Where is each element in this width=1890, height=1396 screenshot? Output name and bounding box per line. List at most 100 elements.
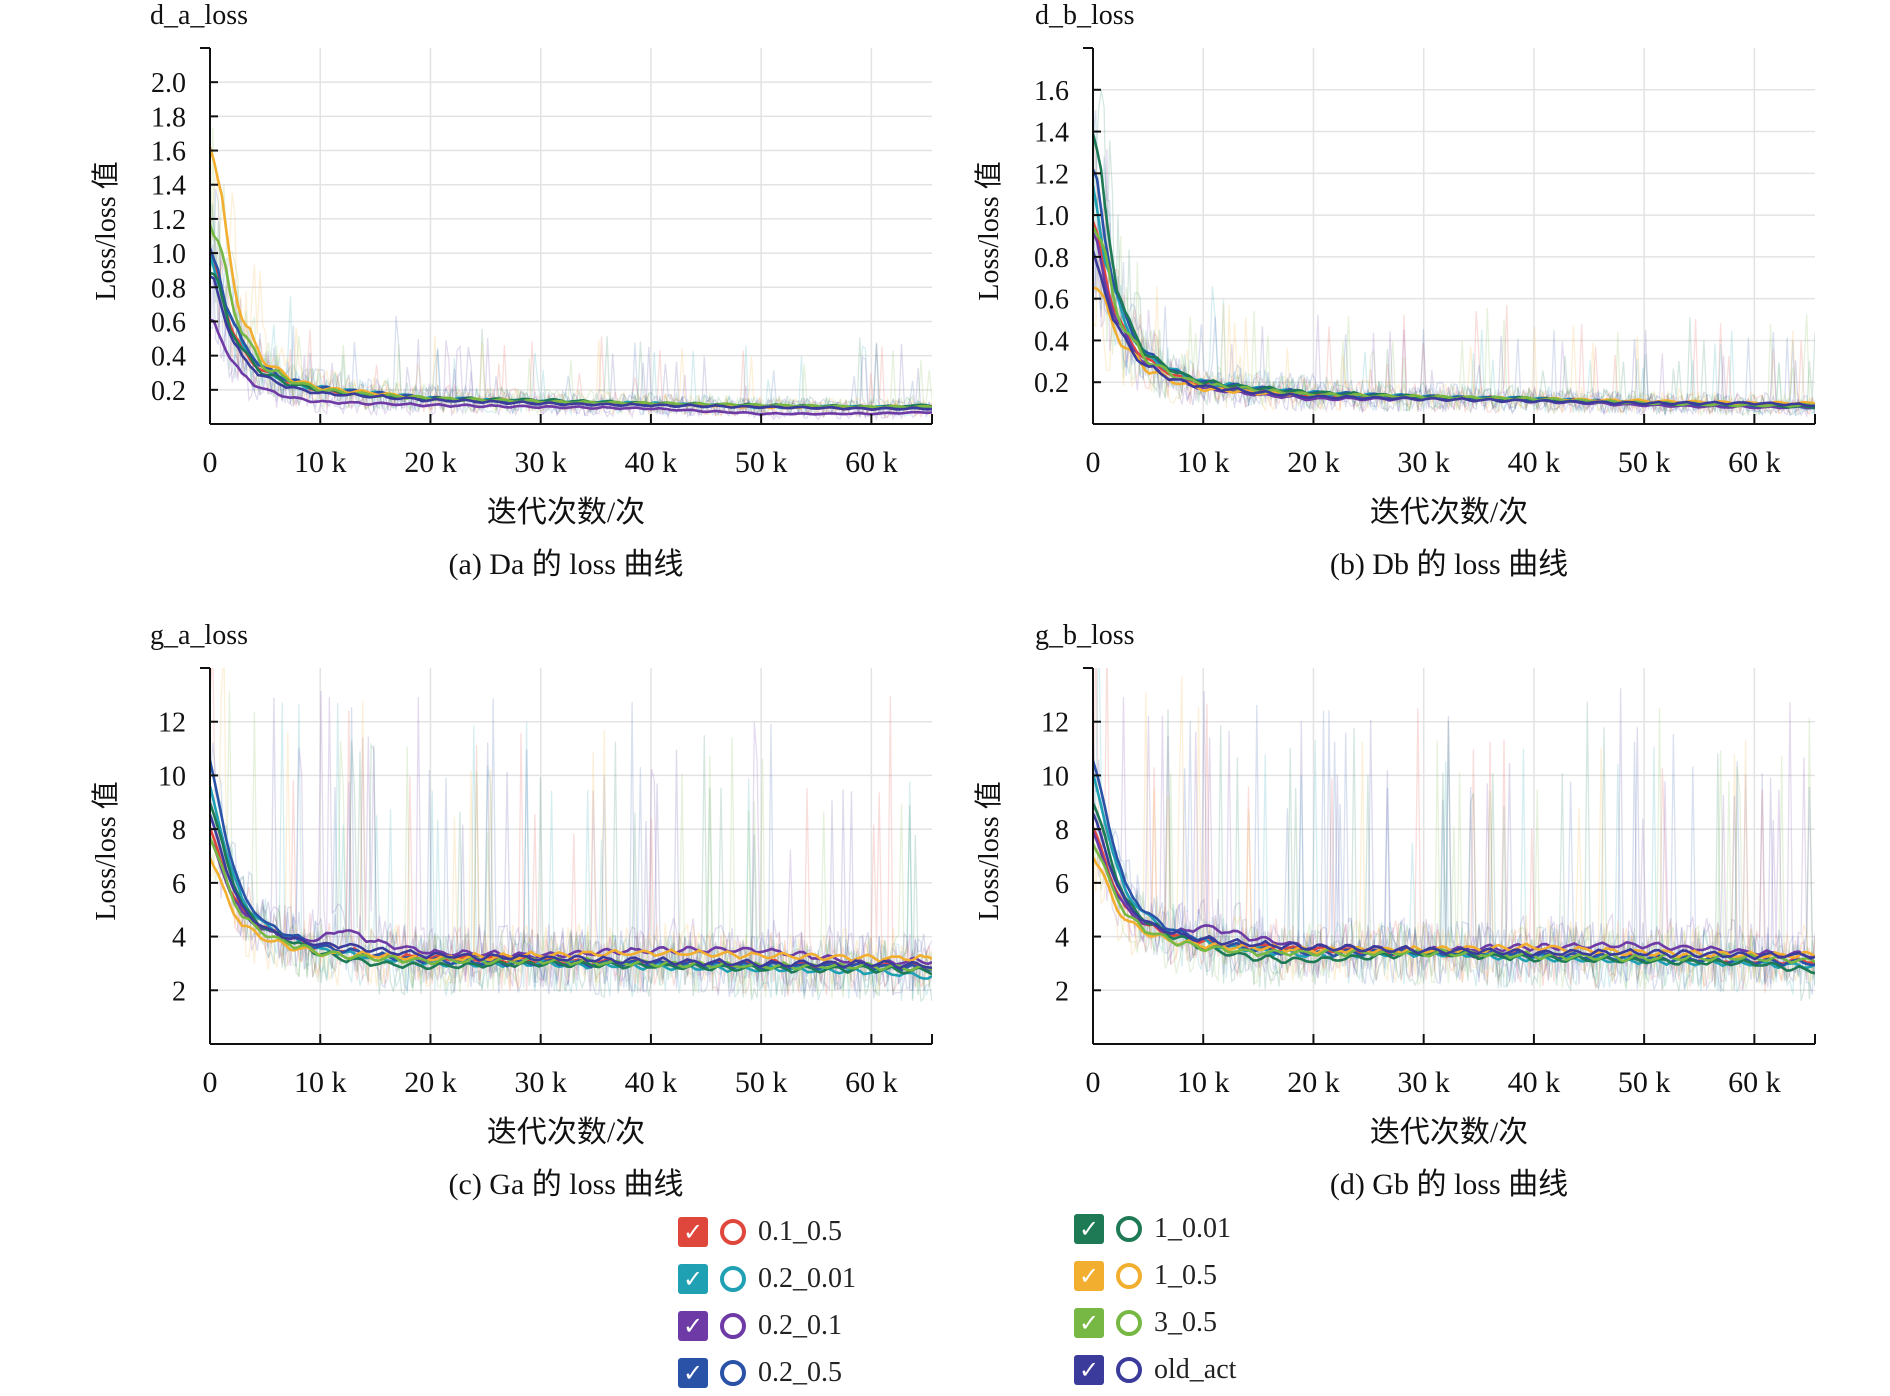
y-tick-label: 1.6	[151, 137, 186, 168]
y-tick-label: 1.6	[1034, 76, 1069, 107]
y-tick-label: 6	[1055, 869, 1069, 900]
series-line-old_act	[210, 275, 932, 412]
y-tick-label: 4	[1055, 923, 1069, 954]
x-axis-label: 迭代次数/次	[1370, 496, 1528, 529]
legend-item-0.2_0.1[interactable]: ✓ 0.2_0.1	[678, 1302, 856, 1349]
raw-trace-0.2_0.01	[1093, 73, 1815, 417]
check-icon[interactable]: ✓	[678, 1216, 708, 1247]
chart-panel-d_a_loss: 0 10 k 20 k 30 k 40 k 50 k 60 k 0.20.4 0.60.81.0…	[90, 0, 933, 581]
x-tick-label: 60 k	[845, 446, 898, 479]
legend-left: ✓ 0.1_0.5 ✓ 0.2_0.01 ✓ 0.2_0.1 ✓ 0.2_0.5	[678, 1208, 856, 1396]
legend-item-0.2_0.01[interactable]: ✓ 0.2_0.01	[678, 1255, 856, 1302]
legend-label: old_act	[1154, 1353, 1237, 1385]
raw-trace-1_0.01	[210, 203, 932, 417]
x-tick-label: 50 k	[1618, 446, 1671, 479]
raw-traces	[1093, 668, 1815, 1002]
y-axis-label: Loss/loss 值	[90, 161, 122, 300]
legend-label: 3_0.5	[1154, 1306, 1217, 1338]
ring-icon[interactable]	[1116, 1215, 1142, 1242]
ring-icon[interactable]	[720, 1218, 746, 1245]
legend-label: 1_0.5	[1154, 1259, 1217, 1291]
x-tick-label: 0	[1086, 1066, 1101, 1099]
check-icon[interactable]: ✓	[678, 1357, 708, 1388]
series-line-0.2_0.01	[1093, 185, 1815, 410]
chart-panel-g_b_loss: 0 10 k 20 k 30 k 40 k 50 k 60 k 2 4 6 8 10 12 g_b_los…	[973, 620, 1816, 1201]
x-axis-label: 迭代次数/次	[487, 1116, 645, 1149]
ring-icon[interactable]	[720, 1359, 746, 1386]
y-tick-label: 2	[172, 976, 186, 1007]
y-tick-label: 0.6	[151, 307, 186, 338]
legend-item-1_0.5[interactable]: ✓ 1_0.5	[1074, 1252, 1236, 1299]
y-tick-label: 0.4	[151, 342, 186, 373]
x-tick-label: 60 k	[1728, 1066, 1781, 1099]
x-tick-label: 10 k	[1177, 1066, 1230, 1099]
x-tick-label: 30 k	[514, 446, 567, 479]
series-line-0.2_0.5	[210, 247, 932, 411]
x-tick-label: 50 k	[735, 1066, 788, 1099]
series-line-3_0.5	[210, 224, 932, 410]
series-lines	[210, 147, 932, 416]
chart-panel-d_b_loss: 0 10 k 20 k 30 k 40 k 50 k 60 k 0.2 0.4 0.6 0.8 1.0…	[973, 0, 1816, 581]
chart-panel-g_a_loss: 0 10 k 20 k 30 k 40 k 50 k 60 k 2 4 6 8 10 12 g_a_los…	[90, 620, 933, 1201]
x-tick-label: 30 k	[1397, 1066, 1450, 1099]
raw-trace-0.2_0.1	[1093, 148, 1815, 419]
ring-icon[interactable]	[1116, 1262, 1142, 1289]
raw-trace-0.2_0.01	[1093, 668, 1815, 995]
legend-item-1_0.01[interactable]: ✓ 1_0.01	[1074, 1205, 1236, 1252]
ring-icon[interactable]	[720, 1312, 746, 1339]
y-tick-label: 1.2	[1034, 159, 1069, 190]
legend-item-old_act[interactable]: ✓ old_act	[1074, 1346, 1236, 1393]
x-tick-label: 50 k	[735, 446, 788, 479]
y-tick-label: 12	[1041, 708, 1069, 739]
y-tick-label: 0.2	[1034, 368, 1069, 399]
raw-trace-0.2_0.5	[1093, 704, 1815, 995]
series-line-0.2_0.1	[210, 838, 932, 969]
ring-icon[interactable]	[1116, 1309, 1142, 1336]
raw-trace-1_0.01	[210, 735, 932, 1003]
legend-item-3_0.5[interactable]: ✓ 3_0.5	[1074, 1299, 1236, 1346]
y-tick-label: 12	[158, 708, 186, 739]
ring-icon[interactable]	[1116, 1356, 1142, 1383]
x-tick-label: 0	[203, 446, 218, 479]
legend-label: 0.2_0.01	[758, 1262, 856, 1294]
y-tick-label: 2.0	[151, 68, 186, 99]
series-line-old_act	[210, 813, 932, 970]
y-tick-label: 4	[172, 923, 186, 954]
legend-item-0.1_0.5[interactable]: ✓ 0.1_0.5	[678, 1208, 856, 1255]
x-tick-label: 20 k	[404, 1066, 457, 1099]
x-tick-label: 10 k	[1177, 446, 1230, 479]
check-icon[interactable]: ✓	[1074, 1307, 1104, 1338]
check-icon[interactable]: ✓	[678, 1263, 708, 1294]
x-tick-label: 60 k	[845, 1066, 898, 1099]
series-line-old_act	[1093, 812, 1815, 961]
chart-title: d_b_loss	[1035, 0, 1135, 31]
y-axis-label: Loss/loss 值	[90, 781, 122, 920]
y-tick-label: 10	[158, 761, 186, 792]
chart-title: g_b_loss	[1035, 620, 1135, 651]
series-lines	[1093, 133, 1815, 410]
x-tick-label: 20 k	[404, 446, 457, 479]
x-tick-label: 30 k	[1397, 446, 1450, 479]
raw-trace-0.2_0.5	[210, 188, 932, 419]
series-line-0.2_0.5	[1093, 168, 1815, 408]
check-icon[interactable]: ✓	[1074, 1354, 1104, 1385]
raw-trace-0.2_0.01	[210, 200, 932, 418]
check-icon[interactable]: ✓	[1074, 1260, 1104, 1291]
y-tick-label: 8	[172, 815, 186, 846]
chart-caption: (a) Da 的 loss 曲线	[449, 548, 684, 581]
legend-item-0.2_0.5[interactable]: ✓ 0.2_0.5	[678, 1349, 856, 1396]
ring-icon[interactable]	[720, 1265, 746, 1292]
check-icon[interactable]: ✓	[678, 1310, 708, 1341]
check-icon[interactable]: ✓	[1074, 1213, 1104, 1244]
chart-caption: (c) Ga 的 loss 曲线	[449, 1168, 684, 1201]
raw-traces	[210, 127, 932, 421]
series-line-0.1_0.5	[210, 248, 932, 412]
raw-traces	[1093, 73, 1815, 419]
raw-trace-0.2_0.1	[1093, 696, 1815, 985]
x-tick-label: 60 k	[1728, 446, 1781, 479]
y-tick-label: 1.4	[151, 171, 186, 202]
series-line-old_act	[1093, 250, 1815, 408]
raw-trace-0.2_0.1	[210, 276, 932, 421]
legend-label: 0.1_0.5	[758, 1215, 842, 1247]
